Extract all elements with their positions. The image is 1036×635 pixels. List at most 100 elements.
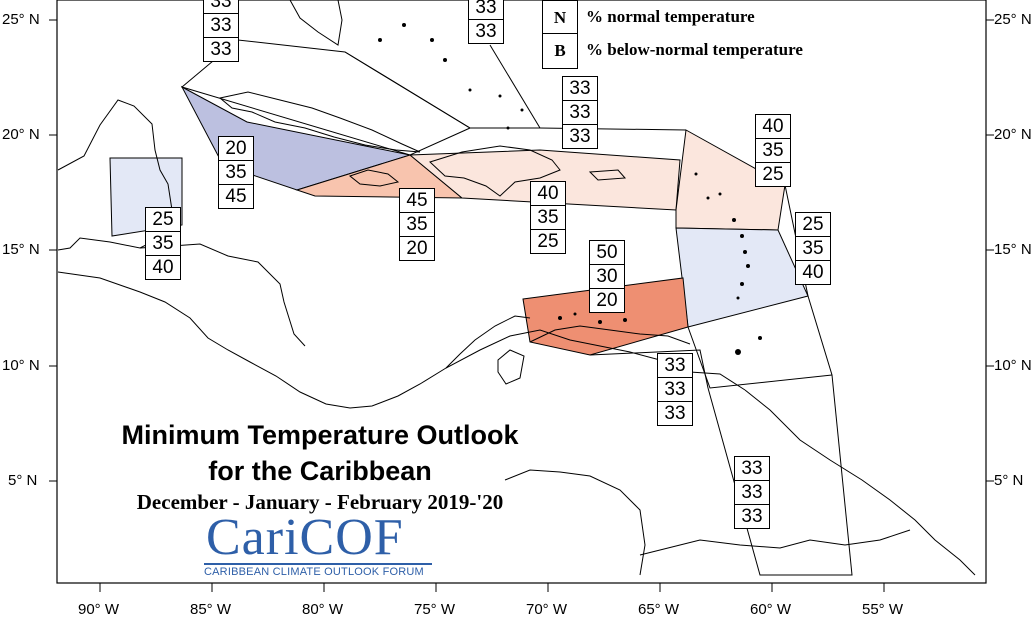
zone-abc [522, 277, 689, 356]
legend-text-normal: % normal temperature [586, 7, 755, 26]
region-value: 33 [735, 457, 769, 481]
region-value: 50 [590, 241, 624, 265]
lon-label-65: 65° W [638, 601, 680, 618]
lon-label-55: 55° W [862, 601, 904, 618]
coast-cuba [218, 91, 421, 153]
region-box-trinidad: 33 33 33 [657, 353, 693, 426]
region-box-abc: 50 30 20 [589, 240, 625, 313]
region-value: 33 [563, 77, 597, 101]
region-value: 35 [756, 139, 790, 163]
coast-yucatan-mex [57, 99, 173, 251]
coastlines [57, 0, 976, 576]
region-value: 40 [756, 115, 790, 139]
zone-turks [344, 51, 687, 131]
zone-hispaniola [408, 149, 681, 211]
region-value: 33 [475, 21, 497, 42]
lon-label-60: 60° W [750, 601, 792, 618]
region-value: 45 [400, 189, 434, 213]
region-value: 20 [406, 238, 428, 259]
coast-pacific-sa [504, 469, 646, 576]
region-value: 33 [658, 378, 692, 402]
region-box-belize: 25 35 40 [145, 207, 181, 280]
region-value: 25 [537, 231, 559, 252]
region-value: 35 [400, 213, 434, 237]
map-title-line1: Minimum Temperature Outlook [121, 420, 519, 450]
region-value: 25 [796, 213, 830, 237]
region-box-north-caribbean: 33 33 33 [562, 76, 598, 149]
caricof-logo: CariCOF [206, 509, 404, 566]
coast-puertorico [588, 169, 627, 181]
legend-key-normal: N [542, 0, 578, 36]
region-value: 33 [210, 39, 232, 60]
coast-colombia-north [445, 315, 531, 369]
lat-label-left-10: 10° N [2, 357, 40, 374]
lon-label-70: 70° W [526, 601, 568, 618]
lat-label-right-20: 20° N [994, 126, 1032, 143]
region-value: 33 [658, 354, 692, 378]
coast-hispaniola [429, 145, 561, 197]
region-value: 20 [219, 137, 253, 161]
region-value: 40 [152, 257, 174, 278]
coast-centralam [57, 271, 746, 409]
legend-key-below: B [542, 33, 578, 69]
lat-label-right-25: 25° N [994, 11, 1032, 28]
lon-ticks [99, 583, 885, 592]
region-box-jamaica: 45 35 20 [399, 188, 435, 261]
region-value: 40 [531, 182, 565, 206]
map-period: December - January - February 2019-'20 [136, 490, 504, 514]
caricof-logo-subtitle: CARIBBEAN CLIMATE OUTLOOK FORUM [204, 566, 424, 578]
region-value: 33 [563, 101, 597, 125]
region-value: 33 [469, 0, 503, 20]
zone-trinidad [687, 326, 833, 389]
region-value: 45 [225, 186, 247, 207]
region-value: 25 [762, 164, 784, 185]
map-title-line2: for the Caribbean [208, 456, 432, 486]
region-value: 35 [219, 161, 253, 185]
region-box-turks: 33 33 [468, 0, 504, 44]
region-box-hispaniola: 40 35 25 [530, 181, 566, 254]
lon-label-90: 90° W [78, 601, 120, 618]
coast-florida [289, 0, 343, 46]
lat-ticks [49, 19, 994, 482]
region-value: 30 [590, 265, 624, 289]
zone-turks-line [489, 44, 541, 129]
region-value: 33 [741, 506, 763, 527]
region-value: 33 [569, 126, 591, 147]
lat-label-right-15: 15° N [994, 241, 1032, 258]
lon-label-85: 85° W [190, 601, 232, 618]
region-value: 20 [596, 290, 618, 311]
legend-text-below: % below-normal temperature [586, 40, 803, 59]
coast-lake-maracaibo [497, 349, 525, 385]
region-value: 40 [802, 262, 824, 283]
region-value: 33 [204, 0, 238, 14]
lat-label-right-10: 10° N [994, 357, 1032, 374]
coast-honduras-caribe [139, 243, 306, 347]
zone-abc-east [589, 349, 709, 389]
region-box-guianas: 33 33 33 [734, 456, 770, 529]
region-value: 33 [204, 14, 238, 38]
region-value: 35 [796, 237, 830, 261]
lat-label-left-20: 20° N [2, 126, 40, 143]
lat-label-right-5: 5° N [994, 472, 1024, 489]
region-value: 33 [735, 481, 769, 505]
lon-label-75: 75° W [414, 601, 456, 618]
zones [109, 39, 853, 576]
coast-guianas [744, 389, 976, 576]
logo-underline [204, 563, 432, 565]
coast-venezuela-north [529, 325, 691, 345]
region-box-cuba: 20 35 45 [218, 136, 254, 209]
region-value: 35 [531, 206, 565, 230]
lon-label-80: 80° W [302, 601, 344, 618]
region-box-windward: 25 35 40 [795, 212, 831, 285]
small-islands [378, 23, 762, 355]
lat-label-left-5: 5° N [8, 472, 38, 489]
region-box-bahamas: 33 33 33 [203, 0, 239, 62]
region-value: 33 [664, 403, 686, 424]
lat-label-left-15: 15° N [2, 241, 40, 258]
coast-south-interior [639, 529, 911, 556]
lat-label-left-25: 25° N [2, 11, 40, 28]
coast-jamaica [348, 169, 400, 187]
region-value: 25 [146, 208, 180, 232]
